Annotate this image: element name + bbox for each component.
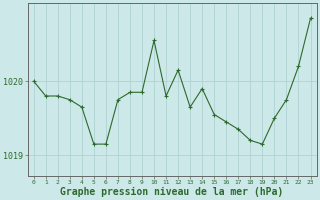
X-axis label: Graphe pression niveau de la mer (hPa): Graphe pression niveau de la mer (hPa) xyxy=(60,186,284,197)
